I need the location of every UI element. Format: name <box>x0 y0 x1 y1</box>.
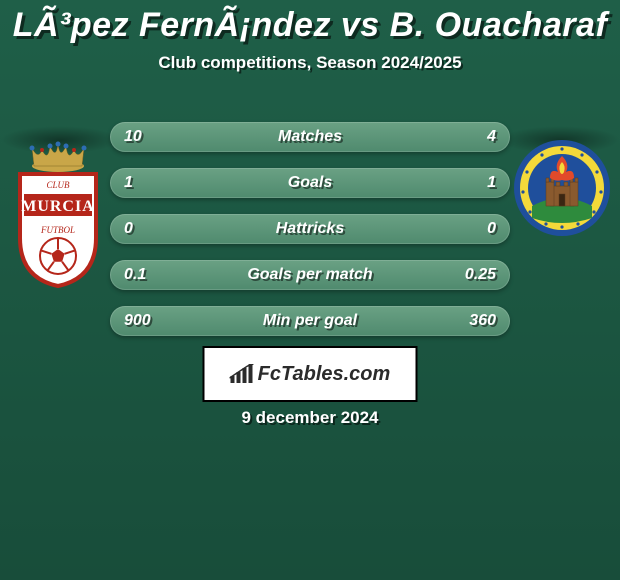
crest-left-container: MURCIA CLUB FUTBOL <box>0 138 118 238</box>
stat-row: 10 Matches 4 <box>110 122 510 152</box>
svg-text:FUTBOL: FUTBOL <box>40 225 75 235</box>
comparison-subtitle: Club competitions, Season 2024/2025 <box>0 53 620 73</box>
stats-table: 10 Matches 4 1 Goals 1 0 Hattricks 0 0.1… <box>110 122 510 352</box>
stat-label: Goals per match <box>110 266 510 284</box>
stat-label: Matches <box>110 128 510 146</box>
stat-row: 1 Goals 1 <box>110 168 510 198</box>
comparison-title: LÃ³pez FernÃ¡ndez vs B. Ouacharaf <box>0 0 620 45</box>
stat-row: 900 Min per goal 360 <box>110 306 510 336</box>
stat-row: 0 Hattricks 0 <box>110 214 510 244</box>
snapshot-date: 9 december 2024 <box>0 408 620 428</box>
crest-right-container <box>502 138 620 238</box>
svg-text:MURCIA: MURCIA <box>21 198 95 215</box>
stat-row: 0.1 Goals per match 0.25 <box>110 260 510 290</box>
stat-label: Min per goal <box>110 312 510 330</box>
svg-text:CLUB: CLUB <box>46 180 70 190</box>
stat-label: Hattricks <box>110 220 510 238</box>
stat-label: Goals <box>110 174 510 192</box>
crest-right-icon <box>512 138 612 238</box>
watermark-text: FcTables.com <box>258 363 391 386</box>
crest-left-icon: MURCIA CLUB FUTBOL <box>8 138 108 238</box>
watermark: FcTables.com <box>203 346 418 402</box>
bar-chart-icon <box>230 364 254 384</box>
